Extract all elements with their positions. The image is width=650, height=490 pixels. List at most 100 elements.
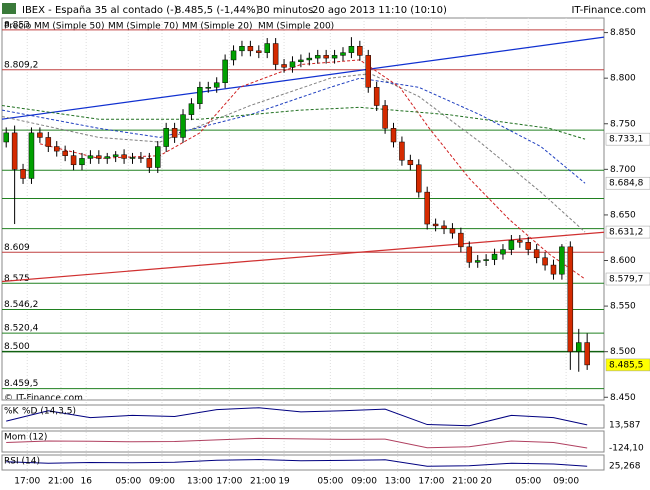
- y-tick-label: 8.700: [610, 165, 636, 175]
- legend-entry: MM (Simple 70): [108, 22, 178, 32]
- candle-body: [138, 157, 144, 159]
- candle-body: [112, 154, 119, 157]
- candle-body: [104, 156, 110, 159]
- candle-body: [508, 240, 515, 250]
- price-label: 8.485,5 (-1,44%): [175, 5, 260, 16]
- candle-body: [584, 342, 590, 366]
- x-tick-label: 13:00: [187, 477, 213, 487]
- candle-body: [432, 223, 439, 227]
- candle-body: [517, 240, 523, 243]
- candle-body: [466, 246, 473, 263]
- candle-body: [62, 150, 68, 156]
- candle-body: [37, 132, 43, 138]
- brand: IT-Finance.com: [571, 5, 646, 16]
- x-tick-label: 16: [80, 477, 92, 487]
- x-tick-label: 21:00: [452, 477, 478, 487]
- candle-body: [230, 50, 237, 61]
- candle-body: [70, 155, 77, 166]
- candle-body: [222, 59, 228, 83]
- level-label: 8.546,2: [4, 300, 38, 310]
- level-label: 8.459,5: [4, 379, 38, 389]
- candle-body: [407, 159, 414, 166]
- x-tick-label: 17:00: [216, 477, 242, 487]
- indicator-name: Mom (12): [4, 433, 47, 443]
- candle-body: [3, 132, 9, 143]
- candle-body: [474, 260, 481, 263]
- candle-body: [357, 46, 363, 56]
- y-tick-label: 8.650: [610, 210, 636, 220]
- indicator-frame: [1, 454, 605, 471]
- indicator-value: -124,10: [609, 444, 644, 454]
- candle-body: [323, 55, 329, 59]
- moving-average: [1, 105, 586, 140]
- candle-body: [213, 82, 220, 88]
- x-tick-label: 20: [480, 477, 492, 487]
- candle-body: [239, 46, 245, 52]
- candle-body: [533, 249, 540, 259]
- candle-body: [314, 55, 321, 59]
- x-tick-label: 05:00: [515, 477, 541, 487]
- candle-body: [171, 128, 178, 138]
- interval: 30 minutos: [257, 5, 313, 16]
- candle-body: [340, 52, 346, 56]
- value-label: 8.485,5: [609, 360, 643, 370]
- candle-body: [129, 157, 136, 159]
- y-tick-label: 8.600: [610, 256, 636, 266]
- candle-body: [53, 146, 60, 152]
- x-tick-label: 09:00: [351, 477, 377, 487]
- candle-body: [399, 141, 405, 161]
- value-label: 8.579,7: [609, 275, 643, 285]
- moving-average: [1, 73, 586, 233]
- y-tick-label: 8.800: [610, 74, 636, 84]
- candle-body: [247, 46, 254, 52]
- value-box: [605, 225, 650, 239]
- x-tick-label: 05:00: [317, 477, 343, 487]
- candle-body: [163, 128, 169, 147]
- candle-body: [306, 57, 313, 61]
- candle-body: [390, 128, 397, 143]
- y-tick-label: 8.850: [610, 28, 636, 38]
- plot-frame: [1, 17, 605, 401]
- candle-body: [575, 342, 582, 352]
- indicator-value: 25,268: [609, 462, 641, 472]
- x-tick-label: 21:00: [48, 477, 74, 487]
- candle-body: [146, 158, 153, 168]
- candle-body: [348, 46, 355, 53]
- value-label: 8.684,8: [609, 179, 644, 189]
- candle-body: [483, 259, 489, 261]
- y-tick-label: 8.450: [610, 393, 636, 403]
- candle-body: [87, 155, 94, 159]
- candle-body: [20, 169, 26, 179]
- legend-price: Precio: [4, 22, 32, 32]
- value-box: [605, 132, 650, 146]
- candle-body: [559, 246, 565, 275]
- indicator-value: 13,587: [609, 420, 641, 430]
- candle-body: [121, 154, 127, 159]
- candle-body: [491, 253, 498, 260]
- indicator-name: RSI (14): [4, 457, 40, 467]
- candle-body: [281, 64, 287, 68]
- candle-body: [205, 87, 212, 89]
- indicator-line: [6, 458, 588, 467]
- x-tick-label: 09:00: [149, 477, 175, 487]
- logo-icon: [2, 3, 16, 14]
- indicator-subname: %D (14,3,5): [22, 407, 76, 417]
- candle-body: [373, 87, 380, 106]
- x-tick-label: 17:00: [14, 477, 40, 487]
- y-tick-label: 8.750: [610, 119, 636, 129]
- level-label: 8.609: [4, 243, 30, 253]
- candle-body: [96, 155, 102, 159]
- candle-body: [458, 232, 464, 248]
- candle-body: [441, 225, 447, 229]
- candle-body: [197, 87, 203, 104]
- chart-title: IBEX - España 35 al contado (-): [22, 5, 178, 16]
- x-tick-label: 19: [278, 477, 290, 487]
- legend-entry: MM (Simple 20): [182, 22, 252, 32]
- level-label: 8.853: [4, 20, 30, 30]
- trendline: [1, 36, 605, 120]
- value-label: 8.631,2: [609, 228, 643, 238]
- candle-body: [500, 249, 506, 255]
- x-tick-label: 09:00: [553, 477, 579, 487]
